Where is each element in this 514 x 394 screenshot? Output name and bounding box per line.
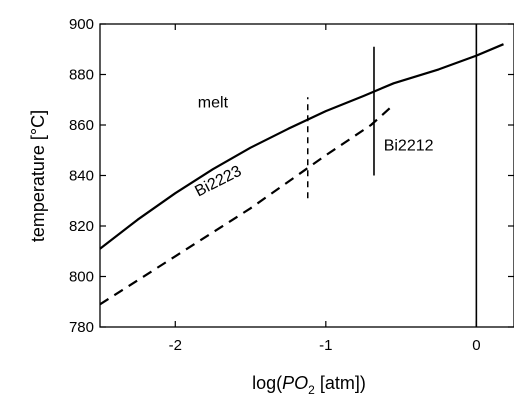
y-tick-label: 820 bbox=[69, 218, 94, 235]
y-tick-label: 900 bbox=[69, 16, 94, 33]
x-tick-label: 0 bbox=[472, 337, 480, 354]
x-axis-title-suffix: [atm]) bbox=[315, 373, 366, 393]
y-tick-label: 840 bbox=[69, 168, 94, 185]
x-tick-label: -2 bbox=[169, 337, 182, 354]
dashed-phase-boundary-line bbox=[99, 103, 395, 306]
y-tick-label: 880 bbox=[69, 67, 94, 84]
y-axis-title: temperature [°C] bbox=[28, 110, 48, 242]
vertical-lines-layer bbox=[307, 24, 478, 327]
series-layer bbox=[99, 43, 504, 306]
annotations-layer: melt Bi2223 Bi2212 bbox=[192, 94, 433, 200]
y-tick-label: 780 bbox=[69, 319, 94, 336]
solid-phase-boundary-line bbox=[99, 43, 504, 250]
y-tick-label: 800 bbox=[69, 269, 94, 286]
x-tick-label: -1 bbox=[319, 337, 332, 354]
x-axis-title-subscript: 2 bbox=[308, 383, 315, 394]
annotation-melt: melt bbox=[198, 94, 229, 111]
axis-ticks: -2 -1 0 780 800 820 840 860 880 900 bbox=[69, 16, 514, 354]
y-tick-label: 860 bbox=[69, 117, 94, 134]
plot-frame bbox=[99, 23, 514, 328]
annotation-bi2212: Bi2212 bbox=[384, 137, 434, 154]
annotation-bi2223: Bi2223 bbox=[192, 163, 244, 201]
x-axis-title: log(PO2 [atm]) bbox=[252, 373, 366, 394]
x-axis-title-prefix: log( bbox=[252, 373, 282, 393]
x-axis-title-italic: PO bbox=[282, 373, 308, 393]
